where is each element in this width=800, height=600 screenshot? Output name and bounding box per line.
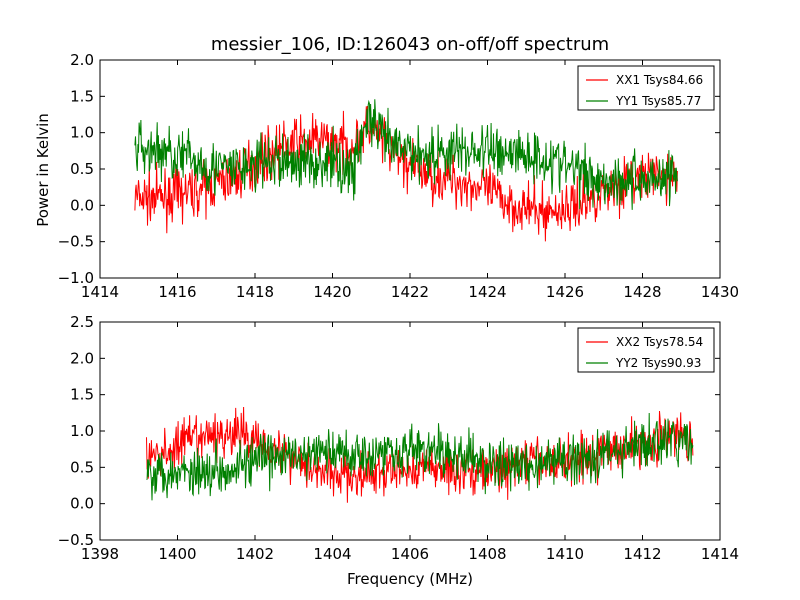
y-tick-label: 2.0 (70, 349, 94, 367)
legend-label: YY1 Tsys85.77 (615, 94, 701, 108)
x-tick-label: 1414 (701, 545, 739, 563)
x-tick-label: 1404 (313, 545, 351, 563)
x-axis-label: Frequency (MHz) (346, 570, 474, 588)
legend-box (577, 65, 715, 111)
legend-label: YY2 Tsys90.93 (615, 356, 701, 370)
x-tick-label: 1416 (158, 283, 196, 301)
x-tick-label: 1406 (391, 545, 429, 563)
y-tick-label: 0.0 (70, 196, 94, 214)
y-tick-label: 1.0 (70, 124, 94, 142)
y-tick-label: 0.0 (70, 495, 94, 513)
y-tick-label: 2.5 (70, 313, 94, 331)
x-tick-label: 1402 (236, 545, 274, 563)
legend-label: XX1 Tsys84.66 (616, 73, 703, 87)
series-line-1-2 (134, 99, 678, 210)
legend-label: XX2 Tsys78.54 (616, 335, 703, 349)
x-tick-label: 1412 (623, 545, 661, 563)
y-tick-label: −0.5 (58, 233, 94, 251)
chart-title: messier_106, ID:126043 on-off/off spectr… (210, 34, 610, 55)
y-tick-label: 1.5 (70, 87, 94, 105)
series-line-1-1 (134, 105, 678, 242)
x-tick-label: 1428 (623, 283, 661, 301)
y-tick-label: 2.0 (70, 51, 94, 69)
x-tick-label: 1400 (158, 545, 196, 563)
legend: XX2 Tsys78.54 YY2 Tsys90.93 (577, 327, 715, 373)
x-tick-label: 1418 (236, 283, 274, 301)
x-tick-label: 1424 (468, 283, 506, 301)
y-tick-label: 0.5 (70, 160, 94, 178)
y-tick-label: −1.0 (58, 269, 94, 287)
legend: XX1 Tsys84.66 YY1 Tsys85.77 (577, 65, 715, 111)
legend-box (577, 327, 715, 373)
x-tick-label: 1410 (546, 545, 584, 563)
chart-panel-2: 1398 1400 1402 1404 1406 1408 1410 1412 1414 −0.5… (58, 313, 740, 563)
x-tick-label: 1398 (81, 545, 119, 563)
chart-panel-1: 1414 1416 1418 1420 1422 1424 1426 1428 1430 −1.0… (58, 51, 740, 301)
x-tick-label: 1422 (391, 283, 429, 301)
x-tick-label: 1420 (313, 283, 351, 301)
series-line-2-2 (146, 412, 694, 501)
x-tick-label: 1430 (701, 283, 739, 301)
x-tick-label: 1408 (468, 545, 506, 563)
y-tick-label: −0.5 (58, 531, 94, 549)
x-tick-label: 1426 (546, 283, 584, 301)
y-tick-label: 1.0 (70, 422, 94, 440)
y-tick-label: 1.5 (70, 386, 94, 404)
y-tick-label: 0.5 (70, 458, 94, 476)
x-tick-label: 1414 (81, 283, 119, 301)
